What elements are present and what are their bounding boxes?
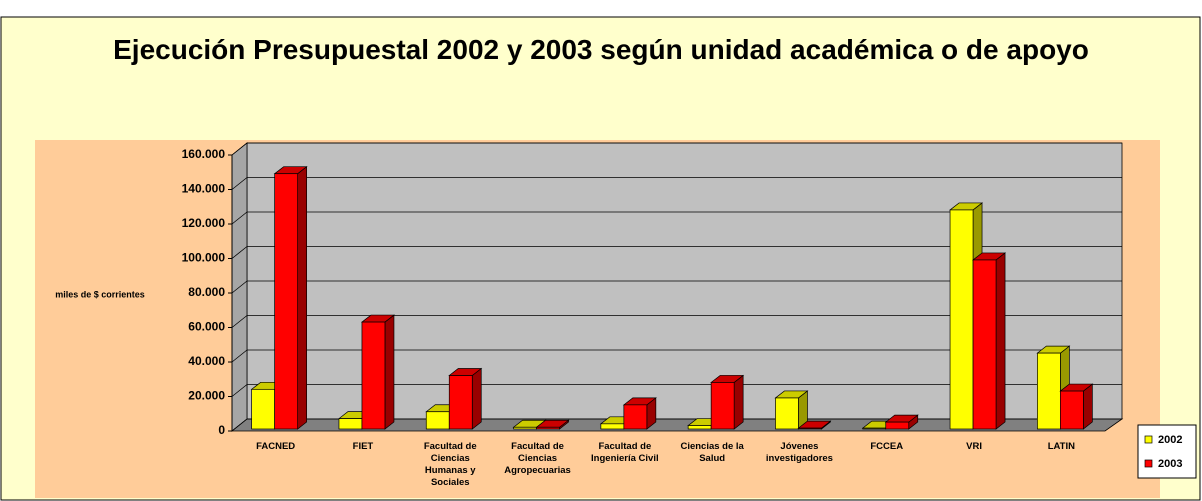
y-tick-label: 60.000 [188, 320, 225, 334]
y-tick-label: 40.000 [188, 354, 225, 368]
grid-line [231, 177, 248, 190]
bar [536, 426, 560, 430]
x-tick-label: FCCEA [870, 441, 904, 452]
y-tick-label: 0 [218, 423, 225, 437]
grid-line [231, 142, 248, 156]
grid-line [231, 211, 248, 225]
bar [862, 427, 887, 430]
bar [687, 425, 712, 430]
x-tick-label: Facultad de Ciencias Agropecuarias [504, 441, 571, 476]
bar [1036, 352, 1061, 430]
legend-swatch [1144, 459, 1153, 468]
bar [710, 382, 735, 430]
y-tick-label: 100.000 [182, 251, 226, 265]
bar [448, 375, 473, 430]
grid-line [231, 384, 248, 397]
bar [775, 397, 799, 430]
bar [425, 411, 450, 430]
legend-label: 2002 [1158, 434, 1182, 446]
legend-swatch [1144, 435, 1153, 444]
bar-side [384, 314, 395, 430]
bar [972, 259, 997, 430]
bar [949, 209, 974, 430]
x-tick-label: LATIN [1047, 441, 1075, 452]
y-tick-label: 80.000 [188, 285, 225, 299]
x-tick-label: Facultad de Ingeniería Civil [591, 441, 659, 464]
bar [338, 418, 363, 430]
y-tick-label: 140.000 [182, 182, 226, 196]
x-tick-label: VRI [966, 441, 982, 452]
grid-line [231, 246, 248, 259]
bar-side [733, 374, 744, 430]
y-axis-label: miles de $ corrientes [55, 289, 145, 299]
bar [513, 426, 537, 430]
bar-side [471, 367, 482, 430]
bar-side [297, 165, 307, 430]
bar [361, 321, 386, 430]
grid-line [231, 315, 248, 328]
bar [623, 404, 648, 430]
grid-line [231, 418, 248, 432]
x-tick-label: Jóvenes investigadores [765, 441, 833, 464]
bar [1059, 390, 1084, 430]
legend-label: 2003 [1158, 458, 1182, 470]
x-tick-label: Facultad de Ciencias Humanas y Sociales [423, 441, 477, 488]
x-tick-label: Ciencias de la Salud [680, 441, 744, 464]
x-tick-label: FIET [352, 441, 374, 452]
bar [600, 423, 625, 430]
y-tick-label: 160.000 [182, 147, 226, 161]
legend [1137, 424, 1197, 479]
bar [885, 421, 910, 430]
bar-side [995, 252, 1006, 430]
bar [251, 388, 275, 430]
y-tick-label: 20.000 [188, 389, 225, 403]
y-tick-label: 120.000 [182, 216, 226, 230]
chart-title: Ejecución Presupuestal 2002 y 2003 según… [113, 34, 1089, 65]
bar-side [1082, 383, 1093, 430]
bar [274, 173, 298, 430]
grid-line [231, 349, 248, 363]
x-tick-label: FACNED [256, 441, 296, 452]
grid-line [231, 280, 248, 294]
bar [798, 427, 822, 430]
